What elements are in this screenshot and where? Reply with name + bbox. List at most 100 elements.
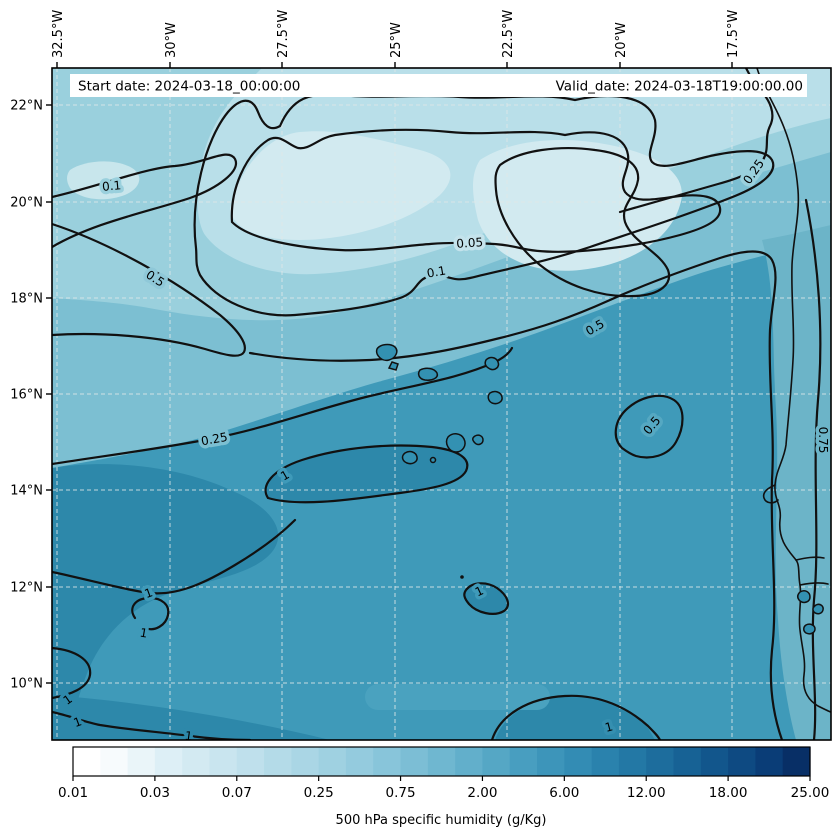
contour-0.05-inner-loop	[494, 147, 671, 298]
top-tick-label: 27.5°W	[276, 10, 291, 58]
top-tick-label: 32.5°W	[51, 10, 66, 58]
colorbar-cell	[182, 747, 211, 776]
colorbar-tick-label: 0.07	[222, 785, 252, 801]
island	[484, 356, 500, 371]
colorbar-cell	[728, 747, 757, 776]
contour-0.05-loop	[230, 128, 722, 253]
contour-0.5-tongue	[52, 222, 246, 357]
top-longitude-axis: 32.5°W 30°W 27.5°W 25°W 22.5°W 20°W 17.5°W	[51, 10, 741, 68]
contour-0.5-small-blob	[614, 394, 684, 459]
dakar-peninsula	[762, 484, 779, 504]
top-tick-label: 22.5°W	[501, 10, 516, 58]
contour-label: 0.1	[102, 178, 122, 194]
top-tick-label: 30°W	[164, 22, 179, 58]
contour-label: 1	[184, 729, 194, 744]
colorbar-cell	[591, 747, 620, 776]
left-tick-label: 10°N	[10, 677, 43, 692]
island	[803, 623, 816, 635]
map-area: 0.10.050.10.50.250.50.250.50.7511111111 …	[52, 68, 831, 744]
colorbar: 0.01 0.03 0.07 0.25 0.75 2.00 6.00 12.00 18.00 25…	[58, 746, 830, 801]
colorbar-cell	[264, 747, 292, 776]
colorbar-cell	[755, 747, 784, 776]
island	[812, 603, 824, 615]
contour-0.5-main	[248, 250, 784, 740]
left-tick-label: 16°N	[10, 388, 43, 403]
contour-1-bl-a	[52, 518, 297, 595]
start-date-title: Start date: 2024-03-18_00:00:00	[78, 79, 300, 95]
contour-0.1-loop	[193, 93, 775, 317]
colorbar-cell	[482, 747, 511, 776]
dark-bottom-left	[52, 464, 279, 740]
river-inlet-1	[795, 556, 825, 561]
left-tick-label: 12°N	[10, 581, 43, 596]
colorbar-cell	[345, 747, 374, 776]
island	[401, 450, 418, 465]
colorbar-tick-label: 0.75	[386, 785, 416, 801]
top-tick-label: 25°W	[389, 22, 404, 58]
colorbar-tick-label: 0.25	[304, 785, 334, 801]
contour-lines	[52, 68, 822, 740]
colorbar-cell	[618, 747, 647, 776]
left-tick-label: 20°N	[10, 196, 43, 211]
island	[417, 367, 439, 381]
colorbar-frame	[72, 746, 811, 777]
colorbar-tick-label: 12.00	[627, 785, 666, 801]
valid-date-title: Valid_date: 2024-03-18T19:00:00.00	[556, 79, 803, 95]
contour-0.1-topleft	[52, 153, 238, 249]
colorbar-tick-label: 0.01	[58, 785, 88, 801]
cape-verde-islands	[375, 343, 824, 635]
lightest-lens-1	[230, 131, 451, 240]
colorbar-cell	[73, 747, 101, 776]
left-tick-label: 14°N	[10, 484, 43, 499]
colorbar-cell	[209, 747, 238, 776]
colorbar-cell	[700, 747, 729, 776]
colorbar-axis-label: 500 hPa specific humidity (g/Kg)	[336, 813, 547, 828]
lightest-lens-2	[473, 140, 682, 271]
top-tick-label: 17.5°W	[726, 10, 741, 58]
colorbar-cell	[154, 747, 183, 776]
colorbar-tick-label: 6.00	[549, 785, 579, 801]
colorbar-cell	[564, 747, 593, 776]
colorbar-cell	[236, 747, 265, 776]
island	[487, 390, 503, 405]
colorbar-cell	[509, 747, 538, 776]
colorbar-cell	[127, 747, 156, 776]
contour-1-bottom-center	[490, 694, 662, 740]
island	[375, 343, 398, 362]
left-tick-label: 22°N	[10, 99, 43, 114]
colorbar-cell	[400, 747, 429, 776]
left-tick-label: 18°N	[10, 292, 43, 307]
colorbar-cell	[455, 747, 484, 776]
title-band	[70, 74, 807, 97]
island	[387, 361, 399, 371]
colorbar-tick-label: 2.00	[467, 785, 497, 801]
colorbar-cell	[291, 747, 320, 776]
colorbar-cell	[673, 747, 702, 776]
africa-coastline	[756, 68, 831, 713]
colorbar-cell	[373, 747, 402, 776]
contour-label: 0.05	[456, 235, 484, 251]
colorbar-cell	[100, 747, 129, 776]
plot-frame	[51, 67, 832, 741]
lightest-lens-topleft	[67, 161, 140, 200]
top-tick-label: 20°W	[614, 22, 629, 58]
subtle-light-patch	[365, 684, 550, 710]
contour-1-small-blob	[463, 582, 510, 615]
island	[797, 590, 811, 604]
island	[472, 434, 484, 446]
contour-label: 0.75	[816, 427, 830, 454]
island	[445, 433, 466, 453]
colorbar-tick-label: 18.00	[709, 785, 748, 801]
colorbar-tick-label: 25.00	[791, 785, 830, 801]
contour-dot	[460, 575, 464, 579]
contour-1-center-blob	[264, 444, 469, 504]
colorbar-cell	[782, 747, 811, 776]
dark-small-blob	[464, 584, 507, 614]
river-inlet-2	[799, 582, 829, 586]
contour-0.75-coast	[804, 198, 822, 740]
coastlines	[375, 68, 831, 713]
graticule	[52, 68, 831, 740]
colorbar-cell	[537, 747, 565, 776]
